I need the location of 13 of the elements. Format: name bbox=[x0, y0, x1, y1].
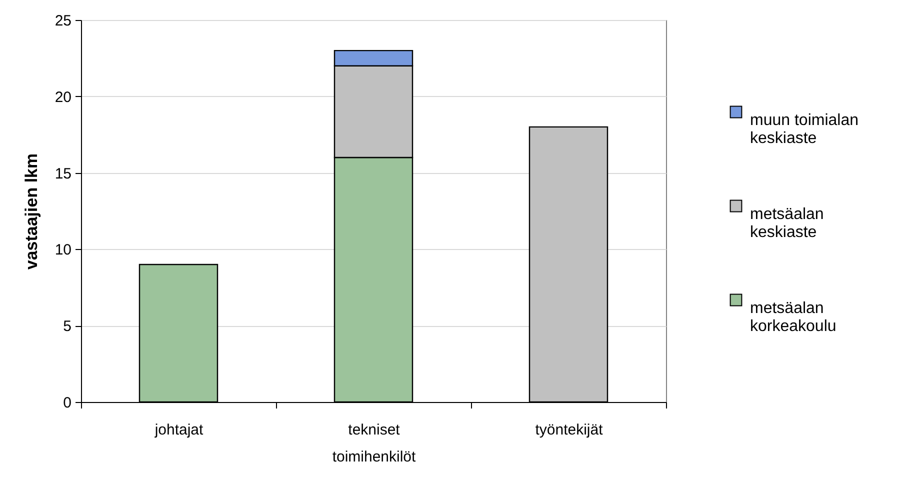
y-tick-label: 15 bbox=[54, 165, 72, 182]
y-tick-label: 5 bbox=[63, 318, 72, 336]
y-tick-label: 25 bbox=[54, 12, 72, 30]
y-tick-label: 20 bbox=[54, 88, 72, 106]
x-tick-label: työntekijät bbox=[535, 422, 604, 438]
x-tick-label: johtajat bbox=[154, 422, 204, 438]
legend-label: muun toimialan keskiaste bbox=[750, 112, 858, 147]
y-axis-title: vastaajien lkm bbox=[22, 153, 41, 270]
legend-label: metsäalan keskiaste bbox=[750, 206, 824, 241]
y-tick-label: 0 bbox=[63, 394, 72, 412]
y-tick-label: 10 bbox=[54, 242, 72, 259]
legend-label: metsäalan korkeakoulu bbox=[750, 300, 836, 335]
x-tick-label: tekniset toimihenkilöt bbox=[332, 422, 417, 466]
